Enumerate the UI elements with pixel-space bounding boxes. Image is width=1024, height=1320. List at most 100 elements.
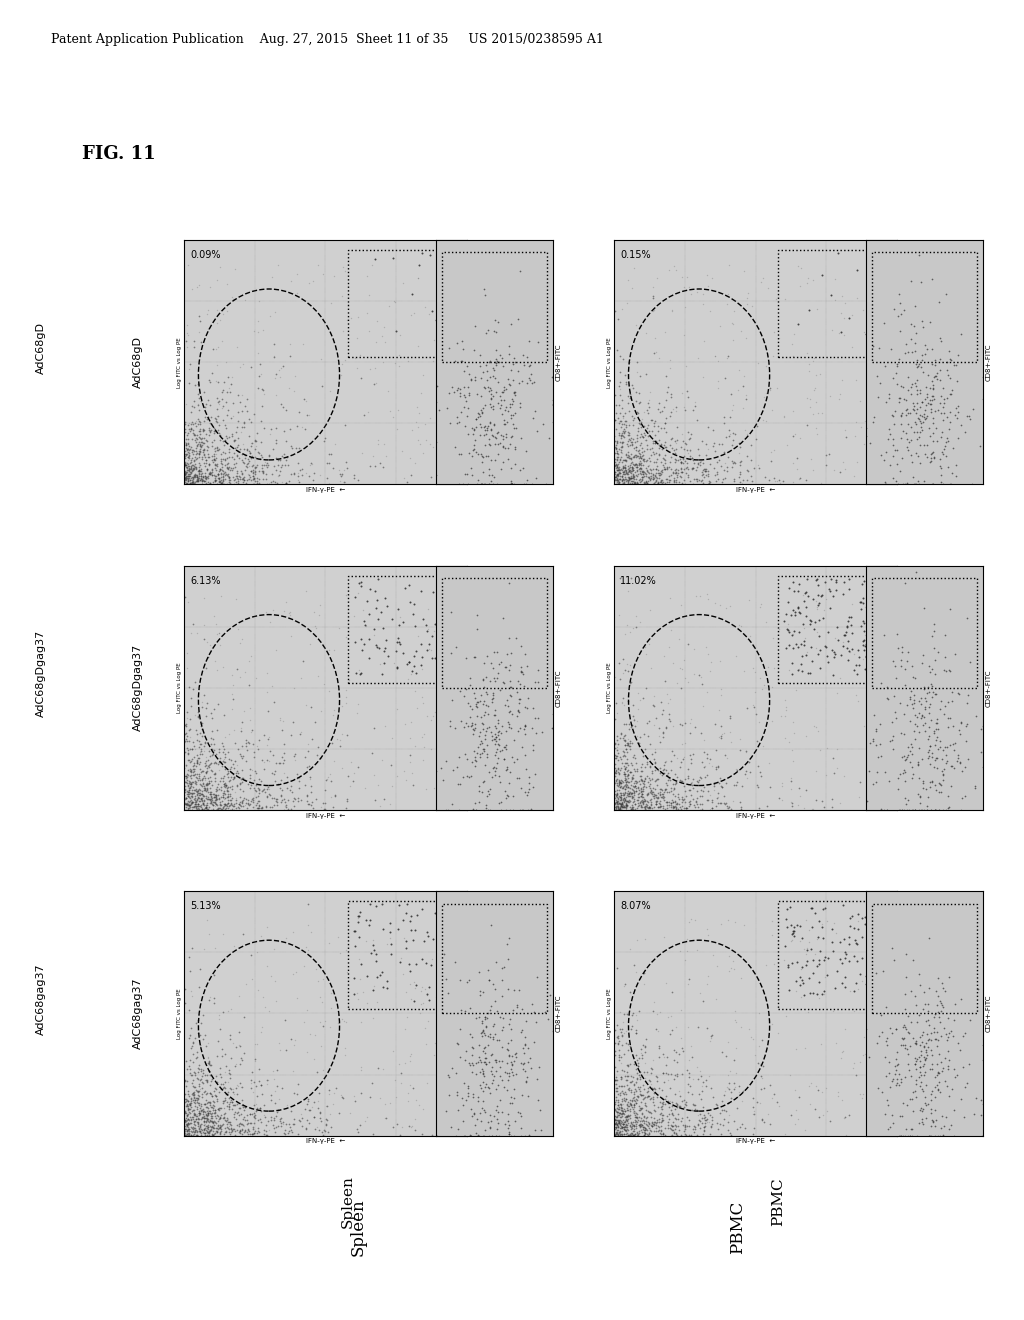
Point	[186, 1114, 203, 1135]
Point	[801, 354, 817, 375]
Point	[621, 428, 637, 449]
Point	[494, 958, 510, 979]
Point	[289, 1084, 305, 1105]
Point	[656, 437, 673, 458]
Point	[229, 776, 246, 797]
Point	[178, 454, 195, 475]
Point	[195, 449, 211, 470]
Point	[234, 1094, 251, 1115]
Point	[207, 767, 223, 788]
Point	[185, 458, 202, 479]
Point	[805, 949, 821, 970]
Point	[207, 762, 223, 783]
Point	[613, 1104, 630, 1125]
Point	[885, 738, 901, 759]
Point	[179, 337, 196, 358]
Point	[635, 463, 651, 484]
Point	[206, 1092, 222, 1113]
Point	[639, 403, 655, 424]
Point	[622, 467, 638, 488]
Point	[837, 1106, 853, 1127]
Point	[194, 692, 210, 713]
Point	[673, 1125, 689, 1146]
Point	[707, 593, 723, 614]
Point	[664, 458, 680, 479]
Y-axis label: CD8+-FITC: CD8+-FITC	[986, 669, 992, 706]
Point	[484, 1064, 501, 1085]
Point	[914, 777, 931, 799]
Point	[194, 768, 210, 789]
Point	[632, 612, 648, 634]
Point	[656, 1125, 673, 1146]
Point	[617, 459, 634, 480]
Point	[897, 762, 913, 783]
Point	[501, 1114, 517, 1135]
Point	[250, 785, 266, 807]
Point	[853, 591, 869, 612]
Point	[890, 391, 906, 412]
Point	[639, 417, 655, 438]
Point	[611, 371, 628, 392]
Point	[274, 397, 291, 418]
Point	[195, 780, 211, 801]
Point	[795, 973, 811, 994]
Point	[726, 301, 742, 322]
Point	[178, 1096, 195, 1117]
Point	[366, 717, 382, 738]
Point	[835, 632, 851, 653]
Point	[974, 1125, 990, 1146]
Point	[735, 376, 752, 397]
Point	[189, 797, 206, 818]
Point	[614, 432, 631, 453]
Point	[653, 473, 670, 494]
Point	[186, 791, 203, 812]
Point	[210, 1115, 226, 1137]
Point	[907, 985, 924, 1006]
Point	[348, 663, 365, 684]
Point	[754, 678, 770, 700]
Point	[822, 284, 839, 305]
Point	[611, 787, 628, 808]
Point	[710, 787, 726, 808]
Point	[471, 780, 487, 801]
Point	[502, 676, 518, 697]
Point	[375, 919, 391, 940]
Point	[473, 451, 489, 473]
Point	[263, 418, 280, 440]
Point	[385, 248, 401, 269]
Point	[251, 442, 267, 463]
Point	[699, 644, 716, 665]
Point	[197, 777, 213, 799]
Point	[625, 470, 641, 491]
Point	[928, 364, 944, 385]
Point	[288, 438, 304, 459]
Point	[191, 774, 208, 795]
Point	[214, 457, 230, 478]
Point	[179, 457, 196, 478]
Point	[645, 1100, 662, 1121]
Point	[176, 1069, 193, 1090]
Point	[484, 685, 501, 706]
Point	[908, 403, 925, 424]
Point	[709, 451, 725, 473]
Point	[490, 734, 507, 755]
Point	[251, 791, 267, 812]
Point	[943, 755, 959, 776]
Point	[191, 795, 208, 816]
Point	[198, 1064, 214, 1085]
Bar	[441, 252, 547, 362]
Point	[615, 1118, 632, 1139]
Point	[198, 780, 214, 801]
Point	[630, 789, 646, 810]
Point	[418, 1034, 434, 1055]
Point	[623, 1122, 639, 1143]
Point	[487, 368, 504, 389]
Point	[699, 1111, 716, 1133]
Point	[910, 690, 927, 711]
Point	[629, 760, 645, 781]
Point	[519, 347, 536, 368]
Point	[187, 437, 204, 458]
Point	[958, 692, 975, 713]
Point	[359, 302, 376, 323]
Point	[501, 717, 517, 738]
